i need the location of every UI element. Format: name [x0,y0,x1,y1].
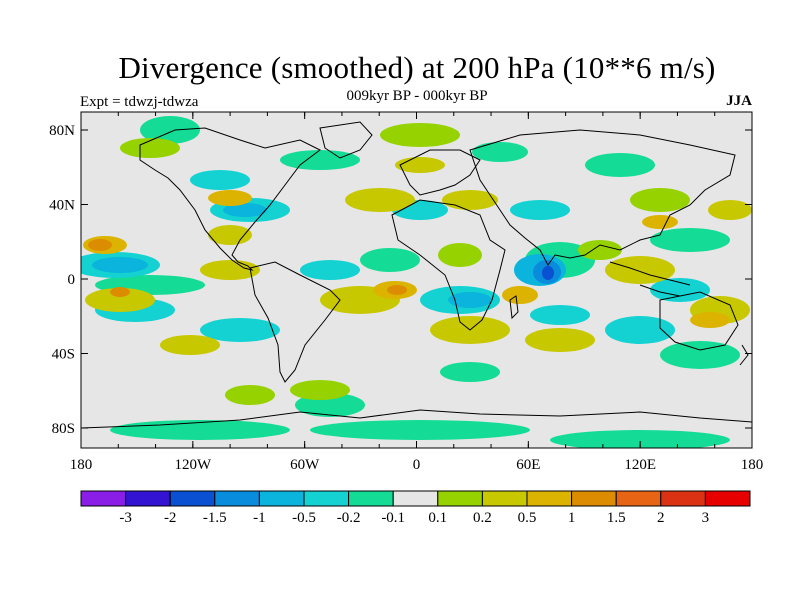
colorbar-label: 1 [568,510,576,526]
colorbar-swatch [80,490,127,507]
latitude-labels: 80N 40N 0 40S 80S [49,123,75,437]
colorbar-label: 0.2 [473,510,492,526]
colorbar-label: 1.5 [607,510,626,526]
lon-label: 120W [174,457,212,473]
colorbar-label: -0.2 [337,510,361,526]
colorbar-swatch [615,490,662,507]
colorbar-swatch [169,490,216,507]
colorbar-swatch [214,490,260,507]
map-title: Divergence (smoothed) at 200 hPa (10**6 … [118,50,716,85]
axis-ticks [80,112,753,448]
colorbar-swatch [571,490,617,507]
colorbar-swatch [258,490,305,507]
colorbar-label: 0.1 [428,510,447,526]
lon-label: 180 [70,457,93,473]
positive-patches-weak [120,123,690,405]
lon-label: 0 [413,457,421,473]
colorbar-swatch [392,490,439,507]
lon-label: 60E [516,457,540,473]
positive-core [88,239,407,297]
experiment-label: Expt = tdwzj-tdwza [80,94,199,110]
lat-label: 80N [49,123,75,139]
colorbar-swatch [348,490,394,507]
longitude-labels: 180 120W 60W 0 60E 120E 180 [70,457,764,473]
colorbar-label: 3 [702,510,710,526]
lon-label: 120E [624,457,656,473]
negative-peak [542,266,554,280]
colorbar-label: -1 [253,510,266,526]
colorbar-swatch [303,490,350,507]
colorbar-swatch [481,490,528,507]
lat-label: 40N [49,198,75,214]
colorbar-label: -3 [119,510,132,526]
lat-label: 0 [68,272,76,288]
colorbar-label: 2 [657,510,665,526]
colorbar-swatch [660,490,706,507]
map-subtitle: 009kyr BP - 000kyr BP [346,88,488,104]
lat-label: 80S [52,421,75,437]
coastlines [81,121,752,429]
lon-label: 60W [290,457,320,473]
colorbar-label: -0.5 [292,510,316,526]
colorbar-swatch [704,490,751,507]
lat-label: 40S [52,347,75,363]
season-label: JJA [726,93,752,109]
lon-label: 180 [741,457,764,473]
colorbar-swatch [526,490,573,507]
colorbar-label: -1.5 [203,510,227,526]
colorbar-swatch [125,490,171,507]
colorbar-swatch [437,490,483,507]
colorbar-label: -2 [164,510,177,526]
colorbar-label: -0.1 [381,510,405,526]
colorbar-label: 0.5 [518,510,537,526]
colorbar: -3 -2 -1.5 -1 -0.5 -0.2 -0.1 0.1 0.2 0.5 1 1.5 2 3 [80,490,751,526]
